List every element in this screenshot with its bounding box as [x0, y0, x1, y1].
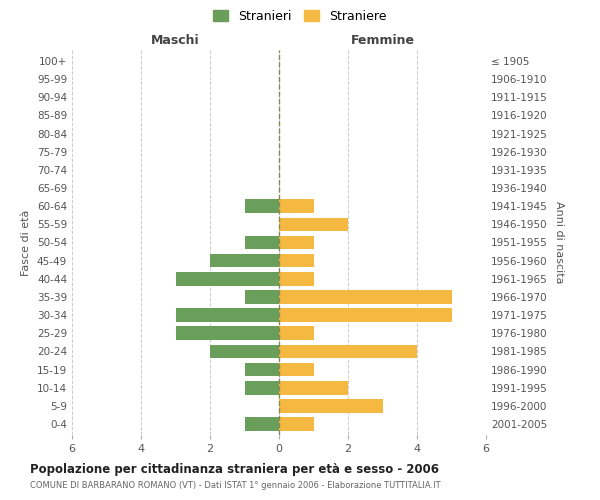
Bar — [279, 326, 314, 340]
Y-axis label: Anni di nascita: Anni di nascita — [554, 201, 564, 284]
Bar — [279, 200, 314, 213]
Bar — [210, 254, 279, 268]
Bar — [245, 363, 279, 376]
Bar — [279, 418, 314, 431]
Bar — [245, 236, 279, 250]
Bar — [176, 272, 279, 285]
Bar — [279, 399, 383, 413]
Bar — [245, 200, 279, 213]
Bar — [176, 308, 279, 322]
Bar — [279, 254, 314, 268]
Text: Femmine: Femmine — [350, 34, 415, 48]
Bar — [279, 308, 452, 322]
Bar — [279, 218, 348, 231]
Bar — [245, 290, 279, 304]
Bar — [279, 381, 348, 394]
Text: Popolazione per cittadinanza straniera per età e sesso - 2006: Popolazione per cittadinanza straniera p… — [30, 462, 439, 475]
Bar — [176, 326, 279, 340]
Bar — [279, 344, 417, 358]
Text: Maschi: Maschi — [151, 34, 200, 48]
Bar — [210, 344, 279, 358]
Text: COMUNE DI BARBARANO ROMANO (VT) - Dati ISTAT 1° gennaio 2006 - Elaborazione TUTT: COMUNE DI BARBARANO ROMANO (VT) - Dati I… — [30, 481, 440, 490]
Bar — [279, 290, 452, 304]
Bar — [279, 363, 314, 376]
Bar — [279, 272, 314, 285]
Bar — [279, 236, 314, 250]
Bar — [245, 381, 279, 394]
Y-axis label: Fasce di età: Fasce di età — [22, 210, 31, 276]
Bar — [245, 418, 279, 431]
Legend: Stranieri, Straniere: Stranieri, Straniere — [209, 6, 391, 26]
